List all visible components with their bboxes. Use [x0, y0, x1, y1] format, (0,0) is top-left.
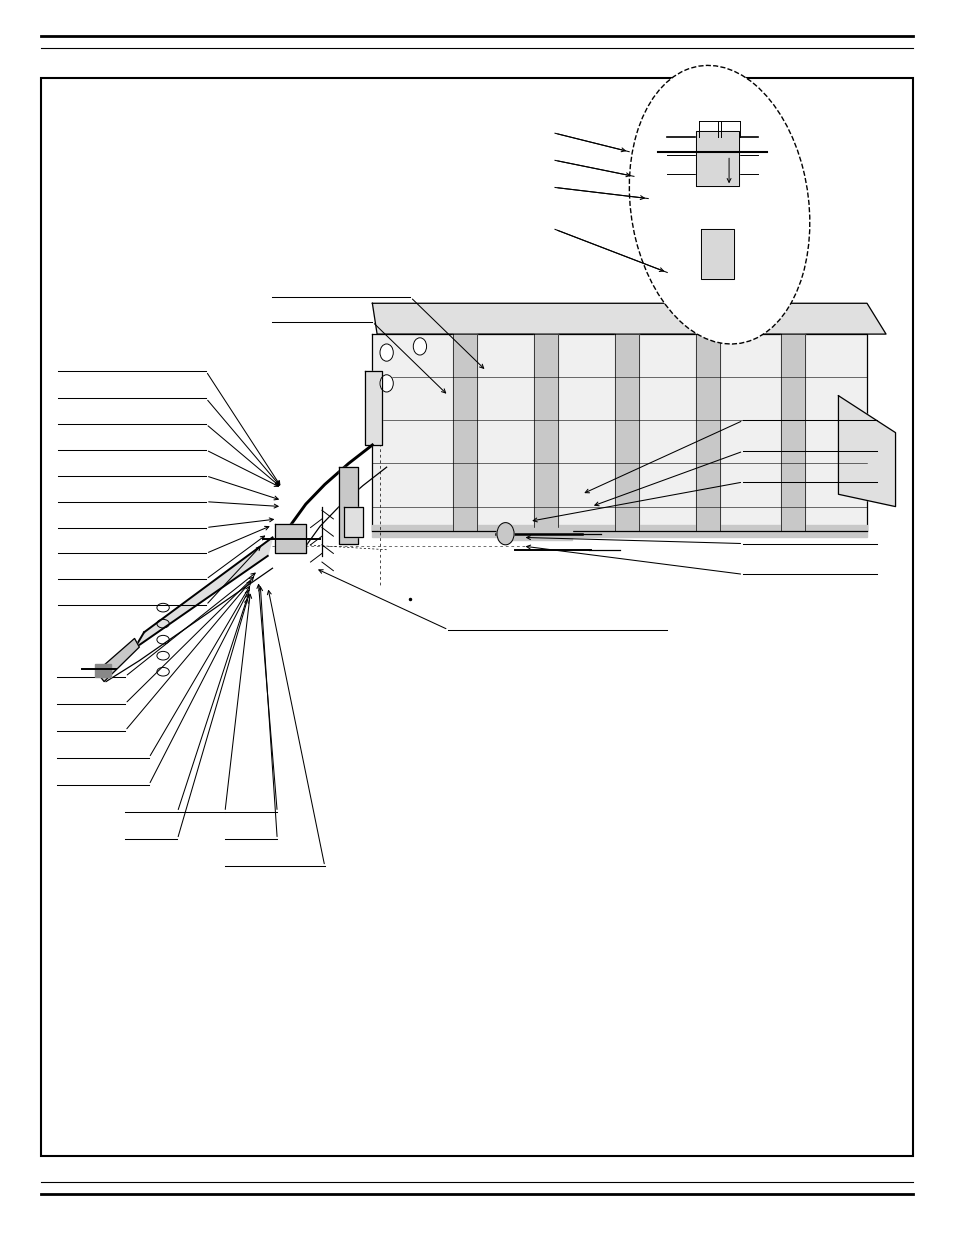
Polygon shape	[372, 525, 866, 537]
Polygon shape	[695, 335, 719, 531]
Polygon shape	[781, 335, 804, 531]
Polygon shape	[695, 131, 738, 186]
Polygon shape	[372, 335, 866, 531]
Circle shape	[379, 374, 393, 391]
Polygon shape	[534, 335, 558, 531]
Polygon shape	[364, 370, 381, 445]
Circle shape	[379, 343, 393, 361]
Polygon shape	[838, 395, 895, 506]
Polygon shape	[275, 524, 306, 553]
Polygon shape	[338, 467, 357, 543]
Polygon shape	[372, 304, 885, 335]
Circle shape	[413, 338, 426, 354]
Polygon shape	[96, 638, 139, 682]
Polygon shape	[505, 527, 572, 540]
Polygon shape	[343, 506, 362, 537]
Polygon shape	[94, 664, 111, 677]
Polygon shape	[700, 230, 733, 279]
Polygon shape	[134, 537, 273, 648]
Polygon shape	[615, 335, 639, 531]
Polygon shape	[453, 335, 476, 531]
Ellipse shape	[629, 65, 809, 345]
Circle shape	[497, 522, 514, 545]
Bar	[41, 78, 912, 1156]
